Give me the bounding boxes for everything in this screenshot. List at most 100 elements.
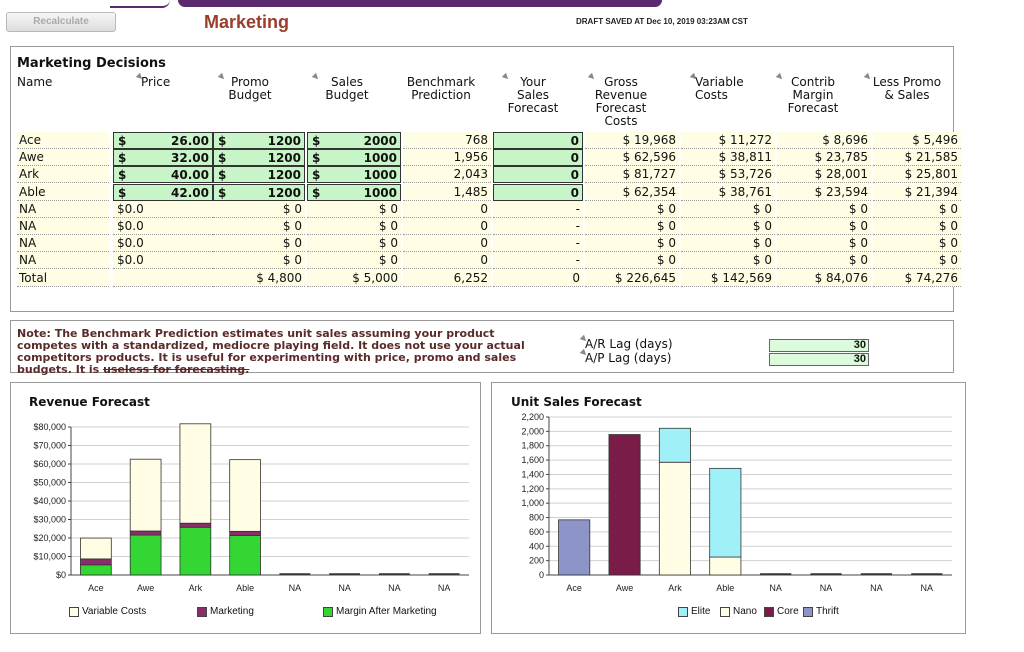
ar-lag-input[interactable]: 30 xyxy=(769,339,869,352)
currency-sign: $ xyxy=(312,134,321,148)
y-tick-label: $20,000 xyxy=(33,533,66,543)
col-head-price: Price xyxy=(135,72,170,89)
x-tick-label: Ace xyxy=(566,583,582,593)
currency-sign: $ xyxy=(118,151,127,166)
variable-costs-value: $ 38,811 xyxy=(681,149,775,167)
table-row: Able $42.00 $1200 $1000 1,485 0 $ 62,354 $ 38,7… xyxy=(17,183,961,201)
col-head-name: Name xyxy=(17,75,53,89)
sales-budget-input-value: 1000 xyxy=(363,185,397,200)
less-promo-value: $ 5,496 xyxy=(873,132,961,149)
benchmark-value: 0 xyxy=(403,200,491,218)
price-value: $0.0 xyxy=(113,235,213,253)
table-row: NA $0.0 $ 0 $ 0 0- $ 0 $ 0 $ 0 $ 0 xyxy=(17,235,961,253)
table-row: Ace $26.00 $1200 $2000 768 0 $ 19,968 $ 11,272 $… xyxy=(17,132,961,149)
promo-budget-input[interactable]: $1200 xyxy=(213,132,305,149)
col-head-gross-revenue: Gross Revenue Forecast Costs xyxy=(587,72,649,128)
product-name: Awe xyxy=(17,149,109,167)
product-name: NA xyxy=(17,200,109,218)
total-promo: $ 4,800 xyxy=(213,269,305,287)
contrib-margin-value: $ 0 xyxy=(777,200,871,218)
recalculate-button[interactable]: Recalculate xyxy=(6,12,116,32)
legend-swatch xyxy=(678,606,688,617)
panel-title: Marketing Decisions xyxy=(17,56,166,71)
menu-bar[interactable] xyxy=(178,0,662,7)
sales-forecast-input[interactable]: 0 xyxy=(493,132,583,149)
price-input-value: 42.00 xyxy=(171,185,209,200)
y-tick-label: 1,000 xyxy=(521,498,544,508)
sales-budget-input[interactable]: $1000 xyxy=(307,166,401,184)
x-tick-label: NA xyxy=(870,583,883,593)
price-input[interactable]: $32.00 xyxy=(113,149,213,167)
gross-revenue-value: $ 81,727 xyxy=(585,166,679,184)
promo-budget-input[interactable]: $1200 xyxy=(213,149,305,167)
y-tick-label: $10,000 xyxy=(33,552,66,562)
sales-budget-input[interactable]: $1000 xyxy=(307,183,401,201)
sales-budget-input[interactable]: $1000 xyxy=(307,149,401,167)
bar-segment xyxy=(709,467,742,558)
sales-budget-value: $ 0 xyxy=(307,200,401,218)
price-input-value: 32.00 xyxy=(171,151,209,166)
gross-revenue-value: $ 62,596 xyxy=(585,149,679,167)
gross-revenue-value: $ 0 xyxy=(585,200,679,218)
price-input[interactable]: $26.00 xyxy=(113,132,213,149)
variable-costs-value: $ 0 xyxy=(681,252,775,270)
currency-sign: $ xyxy=(218,185,227,200)
gross-revenue-value: $ 0 xyxy=(585,235,679,253)
x-tick-label: NA xyxy=(289,583,302,593)
contrib-margin-value: $ 8,696 xyxy=(777,132,871,149)
price-input[interactable]: $42.00 xyxy=(113,183,213,201)
legend-swatch xyxy=(720,606,730,617)
draft-status: DRAFT SAVED AT Dec 10, 2019 03:23AM CST xyxy=(576,17,748,26)
y-tick-label: 1,800 xyxy=(521,441,544,451)
bar-segment xyxy=(658,427,691,463)
legend-variable-costs: Variable Costs xyxy=(69,606,146,617)
less-promo-value: $ 0 xyxy=(873,235,961,253)
table-row: NA $0.0 $ 0 $ 0 0- $ 0 $ 0 $ 0 $ 0 xyxy=(17,200,961,218)
promo-budget-input-value: 1200 xyxy=(267,134,301,148)
col-head-sales-budget: Sales Budget xyxy=(311,72,377,102)
sales-forecast-input[interactable]: 0 xyxy=(493,149,583,167)
benchmark-note: Note: The Benchmark Prediction estimates… xyxy=(17,327,525,376)
product-name: NA xyxy=(17,218,109,235)
table-row: NA $0.0 $ 0 $ 0 0- $ 0 $ 0 $ 0 $ 0 xyxy=(17,252,961,270)
price-input-value: 26.00 xyxy=(171,134,209,148)
total-price-blank xyxy=(113,269,213,287)
sales-budget-input[interactable]: $2000 xyxy=(307,132,401,149)
legend-nano: Nano xyxy=(720,606,757,617)
currency-sign: $ xyxy=(118,168,127,183)
promo-budget-input[interactable]: $1200 xyxy=(213,183,305,201)
promo-budget-input-value: 1200 xyxy=(267,151,301,166)
col-head-promo-budget: Promo Budget xyxy=(217,72,277,102)
revenue-forecast-panel: Revenue Forecast $0 $10,000 $20,000 $30,000… xyxy=(10,382,481,634)
marketing-decisions-panel: Marketing Decisions Name Price Promo Budg… xyxy=(10,46,961,312)
sales-forecast-input[interactable]: 0 xyxy=(493,166,583,184)
benchmark-value: 0 xyxy=(403,235,491,253)
x-tick-label: Awe xyxy=(137,583,154,593)
price-value: $0.0 xyxy=(113,252,213,270)
col-head-your-forecast: Your Sales Forecast xyxy=(501,72,559,115)
y-tick-label: $80,000 xyxy=(33,422,66,432)
gross-revenue-value: $ 19,968 xyxy=(585,132,679,149)
benchmark-value: 768 xyxy=(403,132,491,149)
product-name: Able xyxy=(17,183,109,201)
table-row: Awe $32.00 $1200 $1000 1,956 0 $ 62,596 $ 38,81… xyxy=(17,149,961,167)
less-promo-value: $ 21,394 xyxy=(873,183,961,201)
col-head-contrib-margin: Contrib Margin Forecast xyxy=(775,72,845,115)
note-panel: Note: The Benchmark Prediction estimates… xyxy=(10,320,954,376)
price-value: $0.0 xyxy=(113,200,213,218)
y-tick-label: 2,200 xyxy=(521,412,544,422)
benchmark-value: 1,956 xyxy=(403,149,491,167)
less-promo-value: $ 0 xyxy=(873,200,961,218)
sales-forecast-input[interactable]: 0 xyxy=(493,183,583,201)
bar-segment xyxy=(658,461,691,576)
ap-lag-input[interactable]: 30 xyxy=(769,353,869,366)
promo-budget-input[interactable]: $1200 xyxy=(213,166,305,184)
y-tick-label: $50,000 xyxy=(33,478,66,488)
promo-budget-value: $ 0 xyxy=(213,200,305,218)
bar-segment xyxy=(80,564,112,576)
price-input[interactable]: $40.00 xyxy=(113,166,213,184)
contrib-margin-value: $ 23,785 xyxy=(777,149,871,167)
sales-forecast-value: - xyxy=(493,235,583,253)
variable-costs-value: $ 0 xyxy=(681,235,775,253)
bar-segment xyxy=(129,534,162,576)
